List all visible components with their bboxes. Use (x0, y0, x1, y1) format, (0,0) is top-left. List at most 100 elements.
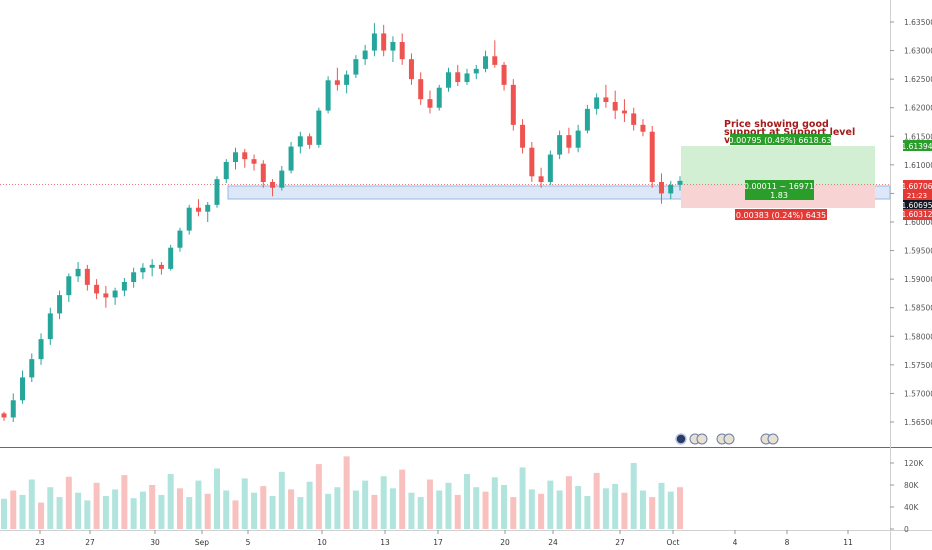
event-icons[interactable] (675, 433, 779, 445)
candle-body (260, 163, 266, 182)
event-icon[interactable] (767, 433, 779, 445)
time-tick-label: Oct (667, 538, 680, 547)
volume-bar (519, 467, 526, 529)
candle-body (10, 400, 16, 418)
stop-price-text: 1.60312 (901, 210, 932, 219)
volume-bar (149, 485, 156, 529)
price-tick-label: 1.57000 (904, 389, 932, 398)
candle-body (288, 146, 294, 171)
volume-bar (380, 476, 387, 529)
price-axis[interactable]: 1.63500 1.63000 1.62500 1.62000 1.61500 1.610… (890, 18, 932, 427)
volume-bar (56, 497, 63, 529)
annotation-line-3[interactable]: v (724, 135, 731, 146)
candle-body (520, 124, 526, 148)
time-tick-label: 10 (317, 538, 327, 547)
countdown-text: 21:23 (907, 192, 927, 200)
time-tick-label: 23 (35, 538, 45, 547)
volume-bar (176, 488, 183, 529)
volume-bar (426, 479, 433, 529)
target-price-badge (903, 140, 932, 151)
event-icon[interactable] (675, 433, 687, 445)
target-zone[interactable] (681, 146, 875, 185)
annotation-line-2[interactable]: support at Support level (724, 127, 855, 138)
candle-body (103, 293, 109, 298)
candle-body (334, 80, 340, 85)
candle-body (399, 42, 405, 60)
candle-body (575, 130, 581, 148)
candle-body (362, 50, 368, 60)
volume-bar (10, 490, 17, 529)
candle-body (455, 72, 461, 82)
volume-bar (19, 494, 26, 529)
volume-bar (408, 492, 415, 529)
volume-bar (306, 481, 313, 529)
time-tick-label: 24 (548, 538, 558, 547)
volume-bar (186, 497, 193, 529)
price-tick-label: 1.59000 (904, 275, 932, 284)
volume-axis[interactable]: 120K 80K 40K 0 (890, 459, 924, 534)
volume-bar (649, 497, 656, 529)
candle-body (566, 135, 572, 148)
candle-body (344, 74, 350, 85)
volume-bar (491, 477, 498, 529)
volume-bar (501, 485, 508, 529)
candle-body (38, 339, 44, 360)
volume-bar (658, 482, 665, 529)
entry-price-text: 1.60706 (901, 182, 932, 191)
annotation-line-1[interactable]: Price showing good (724, 119, 829, 130)
volume-bar (102, 496, 109, 529)
volume-bar (195, 480, 202, 529)
candle-body (427, 99, 433, 108)
volume-bar (325, 493, 332, 529)
candle-body (584, 108, 590, 131)
price-tick-label: 1.63000 (904, 47, 932, 56)
volume-bar (602, 488, 609, 529)
price-tick-label: 1.63500 (904, 18, 932, 27)
volume-bar (269, 496, 276, 529)
time-tick-label: 27 (85, 538, 95, 547)
candle-body (84, 268, 90, 285)
volume-bar (251, 492, 258, 529)
candle-body (473, 68, 479, 74)
time-tick-label: Sep (195, 538, 209, 547)
candle-body (668, 184, 674, 194)
target-label: 0.00795 (0.49%) 6618.63 (729, 136, 832, 145)
volume-bar (232, 500, 239, 529)
candle-body (621, 110, 627, 114)
candle-body (418, 79, 424, 100)
candle-body (47, 313, 53, 340)
candle-body (538, 176, 544, 182)
volume-bar (362, 480, 369, 529)
candle-body (270, 182, 276, 188)
candle-body (381, 33, 387, 51)
volume-bar (112, 489, 119, 529)
volume-bar (630, 463, 637, 529)
price-tick-label: 1.61500 (904, 132, 932, 141)
volume-bar (593, 472, 600, 529)
candle-body (20, 377, 26, 401)
volume-bar (528, 489, 535, 529)
volume-bar (223, 490, 230, 529)
candle-body (492, 56, 498, 65)
candle-body (547, 154, 553, 182)
volume-layer (1, 456, 683, 529)
candle-body (149, 264, 155, 268)
time-tick-label: 20 (500, 538, 510, 547)
event-icon[interactable] (723, 433, 735, 445)
time-axis[interactable]: 23 27 30 Sep 5 10 13 17 20 24 27 Oct 4 8 11 (35, 530, 853, 547)
center-label-line-2: 1.83 (770, 191, 788, 200)
volume-bar (482, 491, 489, 529)
volume-bar (677, 487, 683, 529)
event-icon[interactable] (696, 433, 708, 445)
candle-body (233, 152, 239, 162)
candle-body (195, 207, 201, 212)
time-tick-label: 4 (733, 538, 738, 547)
time-tick-label: 17 (433, 538, 443, 547)
volume-bar (167, 474, 174, 529)
volume-bar (278, 471, 285, 529)
price-tick-label: 1.58000 (904, 332, 932, 341)
stop-label: 0.00383 (0.24%) 6435 (736, 211, 826, 220)
price-tick-label: 1.61000 (904, 161, 932, 170)
volume-bar (93, 482, 100, 529)
